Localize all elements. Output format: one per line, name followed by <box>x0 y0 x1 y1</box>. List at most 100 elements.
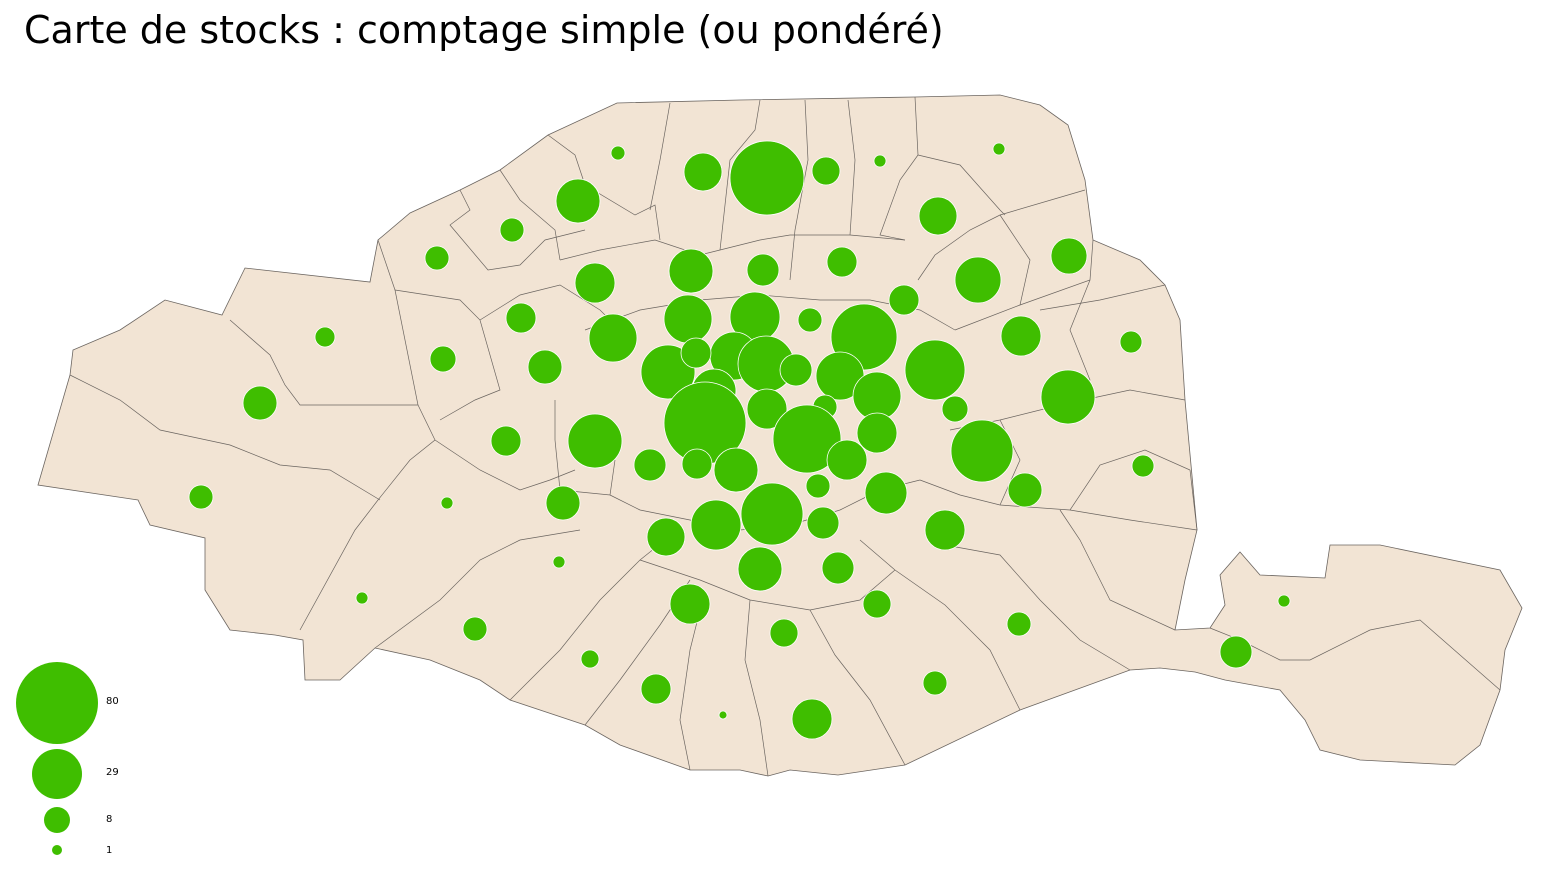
legend-label: 29 <box>106 767 119 778</box>
stock-circle <box>718 710 728 720</box>
stock-circle <box>772 404 842 474</box>
stock-circle <box>574 262 616 304</box>
stock-circle <box>862 589 892 619</box>
stock-circle <box>797 307 823 333</box>
district-boundary <box>1059 509 1176 631</box>
legend-circle <box>32 749 82 799</box>
stock-circle <box>567 413 623 469</box>
stock-circle <box>950 419 1014 483</box>
legend-circle <box>44 807 70 833</box>
map-legend: 80 29 8 1 <box>16 662 119 856</box>
stock-circle <box>505 302 537 334</box>
district-boundary <box>944 544 1131 671</box>
district-boundary <box>509 539 666 701</box>
legend-circle <box>16 662 98 744</box>
stock-circle <box>821 551 855 585</box>
stock-circle <box>769 618 799 648</box>
stock-circle <box>826 439 868 481</box>
legend-label: 8 <box>106 814 112 825</box>
legend-label: 80 <box>106 696 119 707</box>
stock-circle <box>668 248 714 294</box>
district-boundary <box>299 404 436 631</box>
stock-circle <box>1219 635 1253 669</box>
stock-circle <box>1006 611 1032 637</box>
stock-circle <box>791 698 833 740</box>
stock-circle <box>552 555 566 569</box>
stock-circle <box>429 345 457 373</box>
legend-entry: 1 <box>52 845 112 856</box>
district-boundary <box>744 599 769 777</box>
proportional-circles-layer <box>188 140 1291 740</box>
stock-circle <box>499 217 525 243</box>
stock-circle <box>683 152 723 192</box>
stock-circle <box>355 591 369 605</box>
district-boundary <box>879 96 919 241</box>
stock-circle <box>918 196 958 236</box>
stock-circle <box>873 154 887 168</box>
stock-circle <box>640 673 672 705</box>
stock-circle <box>555 178 601 224</box>
stock-circle <box>680 337 712 369</box>
district-boundary <box>499 169 561 261</box>
stock-circle <box>633 448 667 482</box>
stock-circle <box>314 326 336 348</box>
stock-circle <box>669 583 711 625</box>
stock-circle <box>188 484 214 510</box>
district-boundary <box>394 289 501 421</box>
stock-circle <box>640 344 696 400</box>
district-boundary <box>1069 449 1198 531</box>
district-boundary <box>649 102 671 211</box>
district-boundary <box>719 99 761 251</box>
stock-circle <box>826 246 858 278</box>
stock-circle <box>729 140 805 216</box>
stock-circle <box>1000 315 1042 357</box>
stock-circle <box>737 546 783 592</box>
stock-circle <box>779 353 813 387</box>
district-boundary <box>679 609 701 771</box>
stock-circle <box>424 245 450 271</box>
stock-circle <box>545 485 581 521</box>
stock-circle <box>1131 454 1155 478</box>
stock-circle <box>992 142 1006 156</box>
stock-circle <box>681 448 713 480</box>
stock-circle <box>856 412 898 454</box>
district-boundary <box>999 214 1031 306</box>
stock-circle <box>580 649 600 669</box>
stock-circle <box>888 284 920 316</box>
district-boundary <box>789 99 809 281</box>
stock-circle <box>1119 330 1143 354</box>
district-boundary <box>954 239 1094 331</box>
district-boundary <box>859 539 1021 711</box>
stock-circle <box>1277 594 1291 608</box>
legend-circle <box>52 845 62 855</box>
district-boundary <box>809 609 906 766</box>
stock-circle <box>941 395 969 423</box>
stock-circle <box>588 313 638 363</box>
legend-entry: 80 <box>16 662 119 744</box>
district-boundary <box>559 234 906 261</box>
stock-circle <box>922 670 948 696</box>
stock-circle <box>805 473 831 499</box>
stock-circle <box>740 482 804 546</box>
stock-circle <box>864 471 908 515</box>
stock-circle <box>663 294 713 344</box>
stock-circle <box>811 156 841 186</box>
legend-entry: 8 <box>44 807 112 833</box>
stock-circle <box>713 447 759 493</box>
stock-circle <box>690 499 742 551</box>
map-title: Carte de stocks : comptage simple (ou po… <box>24 8 944 52</box>
district-boundary <box>917 154 1006 216</box>
stock-circle <box>490 425 522 457</box>
district-boundary <box>374 529 581 649</box>
stock-circle <box>242 385 278 421</box>
district-boundary <box>919 479 1198 531</box>
stock-circle <box>904 339 966 401</box>
stock-circle <box>527 349 563 385</box>
stock-circle <box>746 388 788 430</box>
district-boundary <box>547 134 661 241</box>
stock-circle <box>462 616 488 642</box>
stock-circle <box>440 496 454 510</box>
district-boundary <box>917 189 1086 281</box>
district-boundary <box>847 99 856 236</box>
